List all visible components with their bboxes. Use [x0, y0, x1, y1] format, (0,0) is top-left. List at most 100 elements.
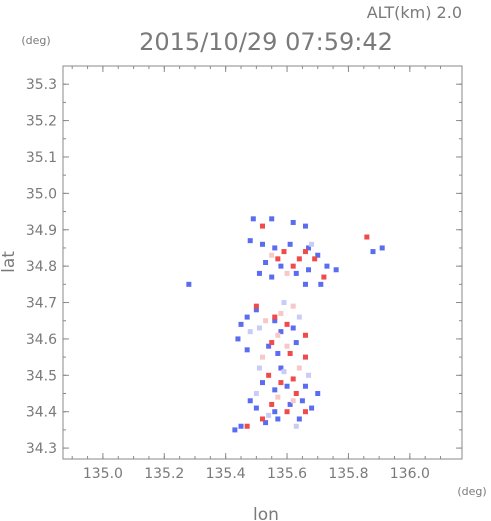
data-point — [250, 216, 256, 222]
data-point — [296, 365, 302, 371]
data-point — [186, 281, 192, 287]
data-point — [284, 343, 290, 349]
data-point — [290, 219, 296, 225]
data-point — [253, 391, 259, 396]
data-point — [253, 303, 259, 309]
data-point — [281, 369, 287, 375]
data-point — [309, 241, 315, 247]
data-point — [232, 427, 238, 433]
data-point — [278, 380, 284, 386]
data-point — [238, 321, 244, 327]
data-point — [284, 383, 290, 389]
data-point — [260, 241, 265, 247]
data-point — [244, 423, 250, 429]
data-point — [260, 354, 265, 360]
data-point — [266, 343, 272, 349]
data-point — [263, 318, 269, 324]
data-point — [247, 238, 253, 244]
data-point — [260, 223, 265, 229]
data-point — [272, 409, 278, 415]
data-point — [269, 252, 275, 258]
data-point — [253, 405, 259, 411]
data-point — [275, 416, 281, 422]
data-point — [290, 325, 296, 331]
axis-ticks: 135.0 135.2 135.4 135.6 135.8 136.0 34.3 34.4 34… — [26, 66, 462, 482]
data-point — [296, 416, 302, 422]
data-point — [272, 314, 278, 320]
data-point — [247, 329, 253, 335]
x-unit-label: (deg) — [457, 485, 486, 498]
data-point — [263, 260, 269, 265]
data-point — [290, 398, 296, 404]
data-point — [309, 405, 315, 411]
data-points — [186, 216, 385, 433]
data-point — [266, 412, 272, 418]
data-point — [235, 336, 241, 342]
x-tick-label: 136.0 — [390, 466, 430, 482]
data-point — [278, 263, 284, 269]
data-point — [290, 376, 296, 382]
data-point — [302, 409, 308, 415]
x-tick-label: 135.4 — [206, 466, 246, 482]
x-tick-label: 135.0 — [83, 466, 123, 482]
chart-title: 2015/10/29 07:59:42 — [139, 28, 393, 56]
data-point — [256, 325, 262, 331]
data-point — [296, 314, 302, 320]
data-point — [244, 314, 250, 320]
data-point — [272, 318, 278, 324]
data-point — [315, 252, 321, 258]
y-unit-label: (deg) — [21, 34, 50, 47]
data-point — [238, 423, 244, 429]
data-point — [275, 350, 281, 356]
data-point — [253, 307, 259, 313]
data-point — [287, 241, 293, 247]
data-point — [306, 245, 312, 251]
data-point — [244, 347, 250, 353]
data-point — [302, 354, 308, 360]
y-tick-label: 34.8 — [26, 259, 57, 275]
data-point — [306, 267, 312, 273]
data-point — [247, 398, 253, 404]
data-point — [260, 416, 265, 422]
data-point — [306, 372, 312, 378]
y-tick-label: 34.7 — [26, 296, 57, 312]
y-tick-label: 35.0 — [26, 186, 57, 202]
data-point — [299, 398, 305, 404]
data-point — [333, 267, 339, 273]
data-point — [370, 249, 376, 255]
data-point — [293, 423, 299, 429]
data-point — [260, 380, 265, 386]
altitude-label: ALT(km) 2.0 — [367, 3, 462, 22]
data-point — [278, 310, 284, 316]
data-point — [275, 394, 281, 400]
data-point — [269, 340, 275, 346]
data-point — [302, 281, 308, 287]
data-point — [272, 245, 278, 251]
x-axis-label: lon — [253, 505, 279, 521]
data-point — [263, 420, 269, 426]
y-tick-label: 35.3 — [26, 77, 57, 93]
data-point — [278, 329, 284, 335]
data-point — [290, 303, 296, 309]
data-point — [290, 263, 296, 269]
data-point — [278, 365, 284, 371]
y-tick-label: 34.4 — [26, 405, 57, 421]
data-point — [296, 256, 302, 262]
data-point — [266, 372, 272, 378]
data-point — [284, 321, 290, 327]
data-point — [318, 281, 324, 287]
data-point — [312, 256, 318, 262]
data-point — [281, 249, 287, 255]
data-point — [315, 391, 321, 396]
data-point — [256, 270, 262, 276]
y-tick-label: 35.1 — [26, 150, 57, 166]
data-point — [269, 216, 275, 222]
y-axis-label: lat — [0, 251, 19, 273]
y-tick-label: 35.2 — [26, 114, 57, 130]
data-point — [302, 223, 308, 229]
data-point — [275, 256, 281, 262]
data-point — [293, 270, 299, 276]
data-point — [302, 383, 308, 389]
data-point — [293, 340, 299, 346]
